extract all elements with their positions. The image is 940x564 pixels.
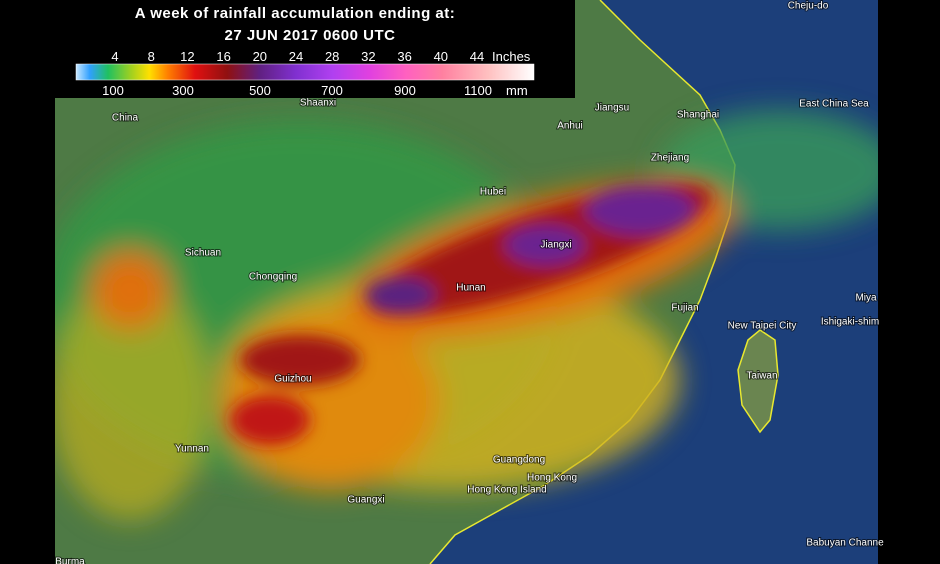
place-label: Miya <box>855 293 877 304</box>
place-label: Fujian <box>671 303 698 314</box>
place-label: East China Sea <box>799 99 869 110</box>
inch-tick-label: 44 <box>470 49 484 64</box>
inch-tick-label: 12 <box>180 49 194 64</box>
place-label: Jiangsu <box>595 103 629 114</box>
place-label: Jiangxi <box>540 240 571 251</box>
inch-tick-label: 20 <box>253 49 267 64</box>
place-label: New Taipei City <box>728 321 797 332</box>
inch-tick-label: 28 <box>325 49 339 64</box>
coastline <box>429 0 736 564</box>
inch-tick-label: 40 <box>434 49 448 64</box>
inch-tick-label: 8 <box>148 49 155 64</box>
place-label: China <box>112 113 139 124</box>
legend-subtitle: 27 JUN 2017 0600 UTC <box>225 27 396 44</box>
place-label: Zhejiang <box>651 153 689 164</box>
place-label: Burma <box>55 557 85 564</box>
place-label: Guangxi <box>347 495 384 506</box>
mm-tick-label: 100 <box>102 83 124 98</box>
heavy-rainfall <box>230 183 712 445</box>
inch-tick-label: 4 <box>111 49 118 64</box>
legend-title: A week of rainfall accumulation ending a… <box>135 5 456 22</box>
place-label: Babuyan Channe <box>806 538 884 549</box>
place-label: Chongqing <box>249 272 297 283</box>
place-label: Hubei <box>480 187 506 198</box>
place-label: Shaanxi <box>300 98 336 109</box>
place-label: Guangdong <box>493 455 545 466</box>
place-label: Yunnan <box>175 444 209 455</box>
mm-tick-label: 500 <box>249 83 271 98</box>
inch-tick-label: 24 <box>289 49 303 64</box>
mm-tick-label: 300 <box>172 83 194 98</box>
place-label: Sichuan <box>185 248 221 259</box>
place-label: Ishigaki-shim <box>821 317 879 328</box>
place-label: Anhui <box>557 121 583 132</box>
legend-panel <box>55 0 575 98</box>
place-label: Cheju-do <box>788 1 829 12</box>
place-label: Hunan <box>456 283 485 294</box>
inch-tick-label: 32 <box>361 49 375 64</box>
inch-tick-label: 36 <box>397 49 411 64</box>
mm-tick-label: 1100 <box>464 83 492 98</box>
place-label: Hong Kong Island <box>467 485 547 496</box>
place-label: Guizhou <box>274 374 311 385</box>
mm-tick-label: 700 <box>321 83 343 98</box>
taiwan-island <box>737 329 779 434</box>
map-imagery <box>55 0 878 564</box>
place-label: Hong Kong <box>527 473 577 484</box>
mm-unit: mm <box>506 83 528 98</box>
place-label: Taiwan <box>746 371 777 382</box>
mm-tick-label: 900 <box>394 83 416 98</box>
inch-tick-label: 16 <box>216 49 230 64</box>
color-bar <box>75 63 535 81</box>
inches-unit: Inches <box>492 49 531 64</box>
place-label: Shanghai <box>677 110 719 121</box>
